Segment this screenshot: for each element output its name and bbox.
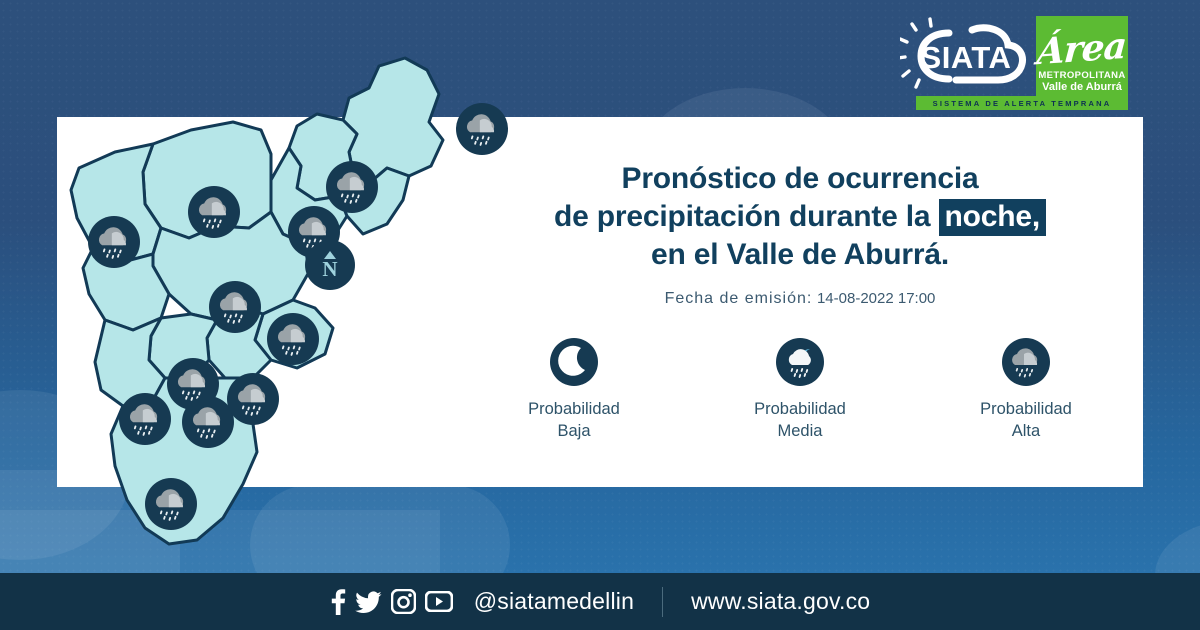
title-line-3: en el Valle de Aburrá.: [651, 238, 949, 271]
probability-legend: Probabilidad Baja: [470, 338, 1130, 442]
page-title: Pronóstico de ocurrencia de precipitació…: [470, 160, 1130, 274]
legend-baja-line2: Baja: [557, 422, 591, 440]
legend-alta-line2: Alta: [1011, 422, 1041, 440]
legend-baja-line1: Probabilidad: [528, 400, 620, 418]
area-logo-line2: Valle de Aburrá: [1042, 81, 1122, 93]
sun-cloud-icon: SIATA: [896, 17, 1026, 89]
legend-item-baja: Probabilidad Baja: [504, 338, 644, 442]
cloud-rain-moon-icon: [776, 338, 824, 386]
instagram-icon[interactable]: [390, 589, 416, 614]
issue-date-value: 14-08-2022 17:00: [816, 290, 936, 307]
title-line-2-text: de precipitación durante la: [554, 200, 939, 233]
twitter-icon[interactable]: [354, 589, 382, 615]
title-line-1: Pronóstico de ocurrencia: [621, 162, 979, 195]
logo-group: SIATA Área METROPOLITANA Valle de Aburrá: [896, 16, 1128, 98]
legend-label-baja: Probabilidad Baja: [528, 398, 620, 442]
forecast-content: Pronóstico de ocurrencia de precipitació…: [470, 160, 1130, 442]
website-url[interactable]: www.siata.gov.co: [691, 588, 871, 614]
title-highlight-noche: noche,: [938, 199, 1046, 236]
tagline-banner: SISTEMA DE ALERTA TEMPRANA: [916, 96, 1128, 110]
area-logo-line1: METROPOLITANA: [1038, 70, 1126, 81]
siata-logo: SIATA: [896, 16, 1028, 96]
area-logo-script: Área: [1036, 24, 1128, 74]
title-line-2: de precipitación durante la noche,: [470, 198, 1130, 236]
legend-item-media: Probabilidad Media: [730, 338, 870, 442]
cloud-rain-icon: [1002, 338, 1050, 386]
legend-item-alta: Probabilidad Alta: [956, 338, 1096, 442]
area-metropolitana-logo: Área METROPOLITANA Valle de Aburrá: [1036, 16, 1128, 98]
social-handle[interactable]: @siatamedellin: [473, 588, 635, 614]
legend-alta-line1: Probabilidad: [980, 400, 1072, 418]
youtube-icon[interactable]: [424, 591, 453, 612]
legend-media-line1: Probabilidad: [754, 400, 846, 418]
moon-icon: [550, 338, 598, 386]
social-links: [330, 588, 453, 615]
issue-date-label: Fecha de emisión:: [664, 290, 813, 307]
svg-text:SIATA: SIATA: [921, 40, 1012, 75]
legend-label-alta: Probabilidad Alta: [980, 398, 1072, 442]
footer-bar: @siatamedellin www.siata.gov.co: [0, 573, 1200, 630]
facebook-icon[interactable]: [330, 588, 346, 615]
footer-divider: [662, 586, 664, 617]
legend-label-media: Probabilidad Media: [754, 398, 846, 442]
legend-media-line2: Media: [777, 422, 823, 440]
issue-date: Fecha de emisión: 14-08-2022 17:00: [470, 290, 1130, 308]
